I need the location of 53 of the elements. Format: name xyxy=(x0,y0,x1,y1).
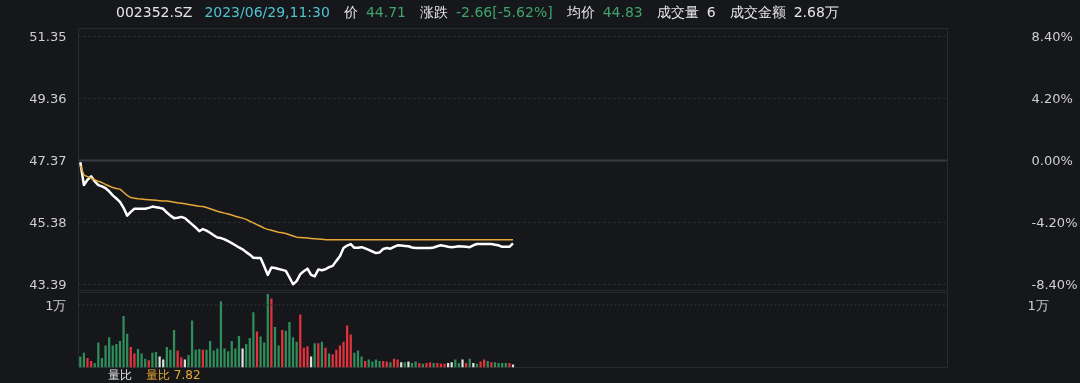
y2-tick-label: 8.40% xyxy=(1031,28,1073,44)
y-tick-label: 49.36 xyxy=(29,90,67,106)
bar xyxy=(288,321,291,368)
bar xyxy=(140,353,143,368)
bar xyxy=(338,345,342,368)
bar xyxy=(443,363,446,368)
bar xyxy=(241,348,244,368)
text: 2.68万 xyxy=(793,4,839,20)
bar xyxy=(389,362,392,368)
bar xyxy=(479,361,482,368)
text: 6 xyxy=(706,4,716,20)
text: 涨跌 xyxy=(419,4,448,20)
text: 44.83 xyxy=(602,4,643,20)
bar xyxy=(378,360,381,368)
ref-line-label: 1万 xyxy=(45,297,67,313)
bar xyxy=(461,359,464,368)
bar xyxy=(425,363,428,368)
bar xyxy=(497,363,500,368)
bar xyxy=(259,336,262,368)
text: 均价 xyxy=(566,4,595,20)
y-tick-label: 47.37 xyxy=(29,152,67,168)
bar xyxy=(407,361,410,368)
line-series xyxy=(79,161,515,286)
chart-title: 002352.SZ xyxy=(116,4,193,20)
bar xyxy=(508,363,511,368)
text: 2023/06/29,11:30 xyxy=(204,4,330,20)
text: 量比 7.82 xyxy=(146,368,201,382)
bar xyxy=(190,320,194,368)
line-series xyxy=(79,164,514,241)
y2-tick-label: 4.20% xyxy=(1031,90,1073,106)
bar xyxy=(324,347,327,368)
text: 成交量 xyxy=(656,4,699,20)
y2-tick-label: -8.40% xyxy=(1031,277,1078,293)
bar xyxy=(306,346,309,368)
bar xyxy=(277,345,280,368)
y-tick-label: 43.39 xyxy=(29,277,67,293)
text: 44.71 xyxy=(365,4,406,20)
text: 1万 xyxy=(1027,297,1049,313)
y2-tick-label: -4.20% xyxy=(1031,215,1078,231)
bar xyxy=(86,357,89,368)
bar xyxy=(396,359,399,368)
bar xyxy=(270,298,273,368)
bar xyxy=(122,316,125,368)
text: 价 xyxy=(343,4,358,20)
y2-tick-label: 0.00% xyxy=(1031,152,1073,168)
text: -2.66[-5.62%] xyxy=(455,4,553,20)
bar xyxy=(108,337,111,368)
y-tick-label: 51.35 xyxy=(29,28,67,44)
text: 量比 xyxy=(108,368,132,382)
y-tick-label: 45.38 xyxy=(29,215,67,230)
bar xyxy=(111,345,114,368)
text: 成交金额 xyxy=(729,4,786,20)
bar xyxy=(151,352,154,368)
